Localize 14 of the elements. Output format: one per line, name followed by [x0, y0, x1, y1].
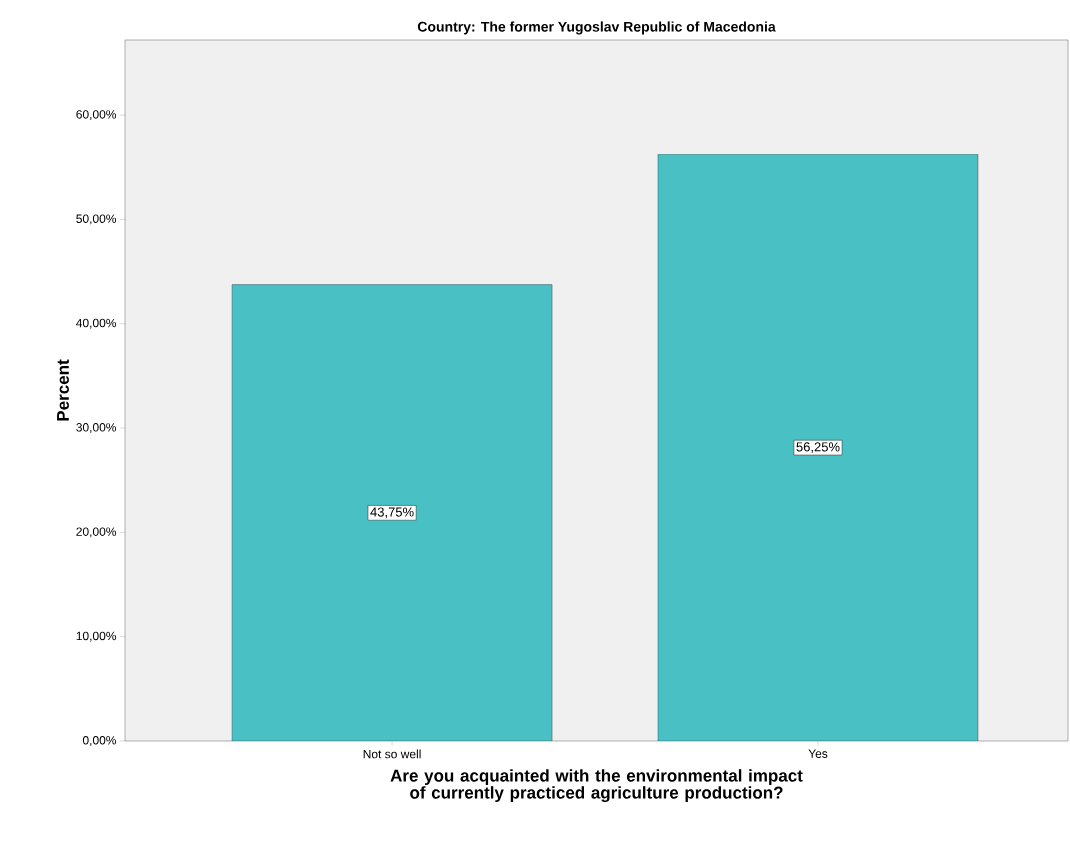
chart-title: Country: The former Yugoslav Republic of Macedonia [417, 21, 776, 35]
data-label: 43,75% [370, 507, 414, 519]
y-tick-label: 0,00% [82, 736, 117, 746]
y-tick-label: 20,00% [76, 527, 117, 538]
y-axis-title: Percent [57, 359, 69, 421]
data-label: 56,25% [796, 442, 840, 453]
y-tick-label: 50,00% [76, 214, 117, 225]
x-tick-label: Not so well [363, 749, 421, 759]
x-tick-label: Yes [808, 749, 828, 758]
y-tick-label: 40,00% [76, 318, 117, 329]
y-tick-label: 30,00% [76, 423, 117, 433]
y-tick-label: 10,00% [76, 631, 117, 642]
y-tick-label: 60,00% [76, 110, 117, 121]
x-axis-title: Are you acquainted with the environmental impact of currently practiced agriculture production? [390, 769, 803, 803]
